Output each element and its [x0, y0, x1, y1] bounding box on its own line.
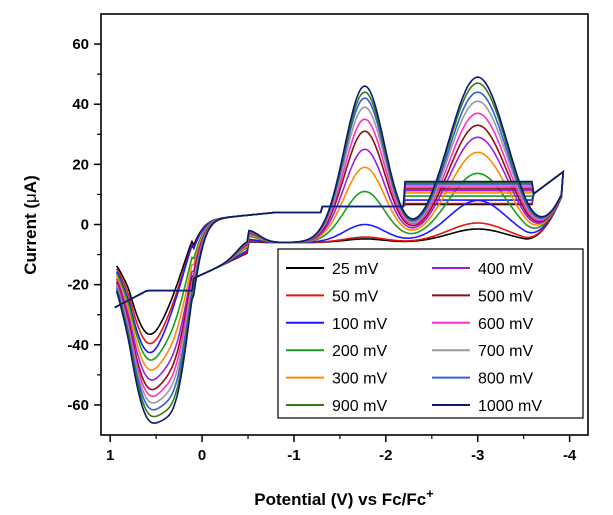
- x-tick-label: -2: [379, 447, 392, 464]
- y-tick-label: -20: [67, 277, 89, 294]
- legend-label: 800 mV: [478, 371, 533, 388]
- series-line: [114, 76, 565, 424]
- legend-label: 500 mV: [478, 288, 533, 305]
- legend: 25 mV 400 mV 50 mV 500 mV 100 mV 600 mV 200 mV…: [277, 248, 584, 419]
- x-axis-title-sup: +: [426, 486, 434, 501]
- x-tick-label: -4: [563, 447, 577, 464]
- y-tick-label: 0: [81, 217, 89, 234]
- y-axis-title-mu: μ: [21, 193, 40, 203]
- y-axis-ticks: 60 40 20 0 -20 -40 -60: [67, 36, 101, 414]
- legend-label: 600 mV: [478, 316, 533, 333]
- legend-label: 700 mV: [478, 343, 533, 360]
- x-axis-ticks: 1 0 -1 -2 -3 -4: [106, 435, 577, 464]
- legend-box: [277, 248, 584, 419]
- legend-label: 400 mV: [478, 261, 533, 278]
- x-tick-label: -3: [471, 447, 484, 464]
- legend-label: 300 mV: [332, 371, 387, 388]
- y-axis-title: Current (μA): [21, 175, 40, 275]
- x-axis-title: Potential (V) vs Fc/Fc+: [254, 486, 434, 509]
- legend-label: 1000 mV: [478, 398, 542, 415]
- y-axis-title-tail: A): [21, 175, 40, 193]
- y-tick-label: -60: [67, 397, 89, 414]
- curves-group: [114, 76, 565, 424]
- legend-label: 50 mV: [332, 288, 379, 305]
- legend-label: 200 mV: [332, 343, 387, 360]
- x-tick-label: 1: [106, 447, 114, 464]
- x-tick-label: 0: [198, 447, 206, 464]
- x-axis-title-main: Potential (V) vs Fc/Fc: [254, 490, 426, 509]
- legend-label: 25 mV: [332, 261, 379, 278]
- legend-label: 900 mV: [332, 398, 387, 415]
- y-tick-label: 60: [72, 36, 89, 53]
- y-axis-title-main: Current (: [21, 203, 40, 275]
- y-tick-label: 20: [72, 156, 89, 173]
- legend-label: 100 mV: [332, 316, 387, 333]
- x-tick-label: -1: [287, 447, 300, 464]
- y-tick-label: 40: [72, 96, 89, 113]
- y-tick-label: -40: [67, 337, 89, 354]
